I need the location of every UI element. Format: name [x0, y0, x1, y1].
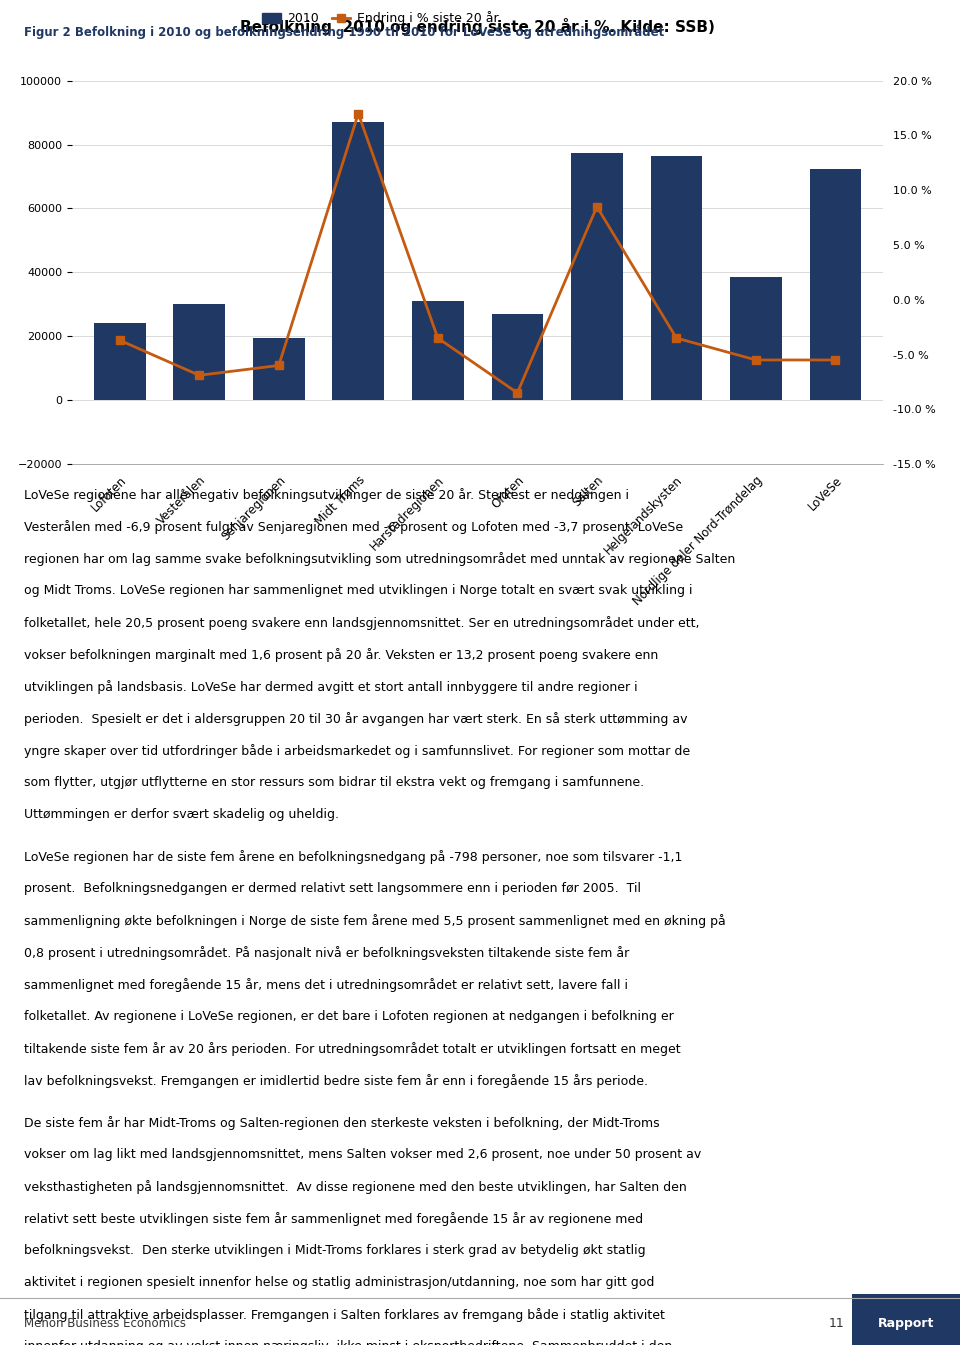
Text: Figur 2 Befolkning i 2010 og befolkningsendring 1990 til 2010 for LoVeSe og utre: Figur 2 Befolkning i 2010 og befolknings…	[24, 24, 664, 39]
Text: sammenlignet med foregående 15 år, mens det i utredningsområdet er relativt sett: sammenlignet med foregående 15 år, mens …	[24, 978, 628, 993]
Text: som flytter, utgjør utflytterne en stor ressurs som bidrar til ekstra vekt og fr: som flytter, utgjør utflytterne en stor …	[24, 776, 644, 790]
Text: Menon Business Economics: Menon Business Economics	[24, 1317, 186, 1330]
Text: tiltakende siste fem år av 20 års perioden. For utredningsområdet totalt er utvi: tiltakende siste fem år av 20 års period…	[24, 1042, 681, 1056]
Text: yngre skaper over tid utfordringer både i arbeidsmarkedet og i samfunnslivet. Fo: yngre skaper over tid utfordringer både …	[24, 744, 690, 759]
Text: tilgang til attraktive arbeidsplasser. Fremgangen i Salten forklares av fremgang: tilgang til attraktive arbeidsplasser. F…	[24, 1307, 665, 1322]
Text: relativt sett beste utviklingen siste fem år sammenlignet med foregående 15 år a: relativt sett beste utviklingen siste fe…	[24, 1212, 643, 1225]
Text: vokser befolkningen marginalt med 1,6 prosent på 20 år. Veksten er 13,2 prosent : vokser befolkningen marginalt med 1,6 pr…	[24, 648, 659, 662]
FancyBboxPatch shape	[852, 1294, 960, 1345]
Text: prosent.  Befolkningsnedgangen er dermed relativt sett langsommere enn i periode: prosent. Befolkningsnedgangen er dermed …	[24, 882, 641, 894]
Text: utviklingen på landsbasis. LoVeSe har dermed avgitt et stort antall innbyggere t: utviklingen på landsbasis. LoVeSe har de…	[24, 681, 637, 694]
Text: LoVeSe regionen har de siste fem årene en befolkningsnedgang på -798 personer, n: LoVeSe regionen har de siste fem årene e…	[24, 850, 683, 863]
Text: innenfor utdanning og av vekst innen næringsliv, ikke minst i eksportbedriftene.: innenfor utdanning og av vekst innen nær…	[24, 1340, 672, 1345]
Text: folketallet. Av regionene i LoVeSe regionen, er det bare i Lofoten regionen at n: folketallet. Av regionene i LoVeSe regio…	[24, 1010, 674, 1024]
Text: og Midt Troms. LoVeSe regionen har sammenlignet med utviklingen i Norge totalt e: og Midt Troms. LoVeSe regionen har samme…	[24, 584, 692, 597]
Text: perioden.  Spesielt er det i aldersgruppen 20 til 30 år avgangen har vært sterk.: perioden. Spesielt er det i aldersgruppe…	[24, 713, 687, 726]
Text: Vesterålen med -6,9 prosent fulgt av Senjaregionen med -6 prosent og Lofoten med: Vesterålen med -6,9 prosent fulgt av Sen…	[24, 521, 684, 534]
Text: lav befolkningsvekst. Fremgangen er imidlertid bedre siste fem år enn i foregåen: lav befolkningsvekst. Fremgangen er imid…	[24, 1075, 648, 1088]
Bar	[94, 323, 146, 401]
Text: sammenligning økte befolkningen i Norge de siste fem årene med 5,5 prosent samme: sammenligning økte befolkningen i Norge …	[24, 915, 726, 928]
Bar	[332, 122, 384, 401]
Text: folketallet, hele 20,5 prosent poeng svakere enn landsgjennomsnittet. Ser en utr: folketallet, hele 20,5 prosent poeng sva…	[24, 616, 700, 631]
Text: Uttømmingen er derfor svært skadelig og uheldig.: Uttømmingen er derfor svært skadelig og …	[24, 808, 339, 822]
Text: Rapport: Rapport	[878, 1317, 934, 1330]
Bar	[731, 277, 781, 401]
Bar	[571, 152, 623, 401]
Text: veksthastigheten på landsgjennomsnittet.  Av disse regionene med den beste utvik: veksthastigheten på landsgjennomsnittet.…	[24, 1180, 686, 1193]
Bar	[492, 313, 543, 401]
Legend: 2010, Endring i % siste 20 år: 2010, Endring i % siste 20 år	[257, 7, 503, 31]
Bar	[412, 301, 464, 401]
Text: regionen har om lag samme svake befolkningsutvikling som utredningsområdet med u: regionen har om lag samme svake befolkni…	[24, 553, 735, 566]
Text: 11: 11	[829, 1317, 845, 1330]
Text: LoVeSe regionene har alle negativ befolkningsutviklinger de siste 20 år. Sterkes: LoVeSe regionene har alle negativ befolk…	[24, 488, 629, 502]
Bar	[651, 156, 703, 401]
Bar	[174, 304, 225, 401]
Text: vokser om lag likt med landsgjennomsnittet, mens Salten vokser med 2,6 prosent, : vokser om lag likt med landsgjennomsnitt…	[24, 1147, 701, 1161]
Title: Befolkning  2010 og endring siste 20 år i %. Kilde: SSB): Befolkning 2010 og endring siste 20 år i…	[240, 17, 715, 35]
Text: De siste fem år har Midt-Troms og Salten-regionen den sterkeste veksten i befolk: De siste fem år har Midt-Troms og Salten…	[24, 1115, 660, 1130]
Text: aktivitet i regionen spesielt innenfor helse og statlig administrasjon/utdanning: aktivitet i regionen spesielt innenfor h…	[24, 1275, 655, 1289]
Bar	[252, 338, 304, 401]
Text: 0,8 prosent i utredningsområdet. På nasjonalt nivå er befolkningsveksten tiltake: 0,8 prosent i utredningsområdet. På nasj…	[24, 946, 629, 960]
Bar	[809, 168, 861, 401]
Text: befolkningsvekst.  Den sterke utviklingen i Midt-Troms forklares i sterk grad av: befolkningsvekst. Den sterke utviklingen…	[24, 1244, 646, 1256]
